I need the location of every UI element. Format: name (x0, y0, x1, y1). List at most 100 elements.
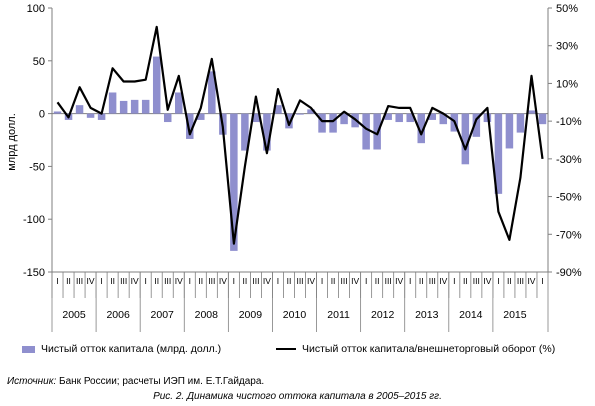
year-label: 2005 (62, 309, 86, 321)
quarter-label: I (453, 276, 455, 286)
quarter-label: III (120, 276, 127, 286)
quarter-label: IV (439, 276, 447, 286)
bar (516, 113, 525, 133)
bar (505, 113, 514, 149)
quarter-label: II (110, 276, 115, 286)
bar (472, 113, 481, 137)
bar (461, 113, 470, 165)
quarter-label: IV (307, 276, 315, 286)
bar (439, 113, 448, 125)
line-series (56, 25, 544, 245)
bar (53, 111, 62, 114)
bar (362, 113, 370, 150)
year-label: 2010 (283, 309, 307, 321)
quarter-label: II (375, 276, 380, 286)
year-label: 2013 (415, 309, 439, 321)
quarter-label: II (331, 276, 336, 286)
bar (494, 113, 503, 194)
y2-tick-label: 50% (556, 3, 578, 15)
chart: 100 50 0 -50 -100 -150 50% 30% 10% -10% -30% -50% -7… (6, 3, 582, 332)
quarter-label: II (66, 276, 71, 286)
quarter-label: IV (131, 276, 139, 286)
bar (285, 113, 293, 129)
quarter-label: III (429, 276, 436, 286)
year-label: 2011 (327, 309, 350, 321)
y2-tick-label: -70% (556, 229, 582, 241)
year-label: 2007 (151, 309, 175, 321)
quarter-label: I (100, 276, 102, 286)
bar (395, 113, 403, 123)
y-tick-label: 0 (39, 109, 45, 121)
quarter-label: III (296, 276, 303, 286)
quarter-label: I (145, 276, 147, 286)
year-label: 2006 (106, 309, 130, 321)
bar (186, 113, 194, 139)
bar (163, 113, 172, 123)
quarter-label: I (541, 276, 543, 286)
quarter-label: I (277, 276, 279, 286)
year-label: 2009 (239, 309, 263, 321)
year-label: 2014 (459, 309, 483, 321)
quarter-label: I (497, 276, 499, 286)
quarter-label: III (76, 276, 83, 286)
y-tick-label: -100 (23, 214, 45, 226)
figure-caption: Рис. 2. Динамика чистого оттока капитала… (153, 391, 442, 402)
quarter-label: III (473, 276, 480, 286)
quarter-label: I (365, 276, 367, 286)
source-text: Банк России; расчеты ИЭП им. Е.Т.Гайдара… (56, 376, 265, 387)
quarter-label: II (154, 276, 159, 286)
bar (274, 105, 282, 114)
y2-tick-label: -50% (556, 192, 582, 204)
bar (417, 113, 425, 144)
y2-tick-label: 10% (556, 78, 578, 90)
y-tick-label: -50 (29, 161, 45, 173)
y-tick-label: 100 (27, 3, 45, 15)
legend-label-bars: Чистый отток капитала (млрд. долл.) (41, 343, 222, 355)
legend-item-bars: Чистый отток капитала (млрд. долл.) (22, 343, 221, 355)
bar (329, 113, 337, 133)
quarter-label: III (252, 276, 259, 286)
bar (175, 92, 183, 114)
bar (340, 113, 348, 125)
quarter-label: IV (175, 276, 183, 286)
y2-tick-label: -10% (556, 116, 582, 128)
bar (263, 113, 271, 151)
quarter-label: II (419, 276, 424, 286)
quarter-label: III (208, 276, 215, 286)
bar (428, 113, 437, 120)
bar (296, 113, 304, 115)
bar (307, 109, 315, 114)
bar (75, 105, 84, 114)
quarter-label: III (517, 276, 524, 286)
y-tick-label: 50 (33, 56, 45, 68)
legend-item-line: Чистый отток капитала/внешнеторговый обо… (276, 343, 555, 355)
line-path (56, 25, 544, 245)
legend-swatch-line (276, 348, 296, 350)
bar (108, 92, 117, 114)
bar (527, 110, 536, 114)
legend-label-line: Чистый отток капитала/внешнеторговый обо… (302, 343, 556, 355)
quarter-label: IV (351, 276, 359, 286)
bar (141, 99, 150, 114)
legend: Чистый отток капитала (млрд. долл.) Чист… (14, 343, 594, 361)
quarter-label: IV (527, 276, 535, 286)
quarter-label: I (321, 276, 323, 286)
bar (197, 113, 205, 120)
quarter-label: IV (483, 276, 491, 286)
quarter-label: IV (263, 276, 271, 286)
bar (538, 113, 547, 125)
bar (318, 113, 326, 133)
source-label: Источник: (7, 376, 57, 387)
year-label: 2008 (195, 309, 219, 321)
quarter-label: II (198, 276, 203, 286)
quarter-label: IV (87, 276, 95, 286)
tick-labels: 100 50 0 -50 -100 -150 50% 30% 10% -10% -30% -50% -7… (23, 3, 582, 321)
quarter-label: III (385, 276, 392, 286)
quarter-label: II (287, 276, 292, 286)
quarter-label: IV (395, 276, 403, 286)
bar (230, 113, 238, 251)
bar (208, 71, 216, 114)
y-tick-label: -150 (23, 267, 45, 279)
bar (384, 113, 392, 120)
